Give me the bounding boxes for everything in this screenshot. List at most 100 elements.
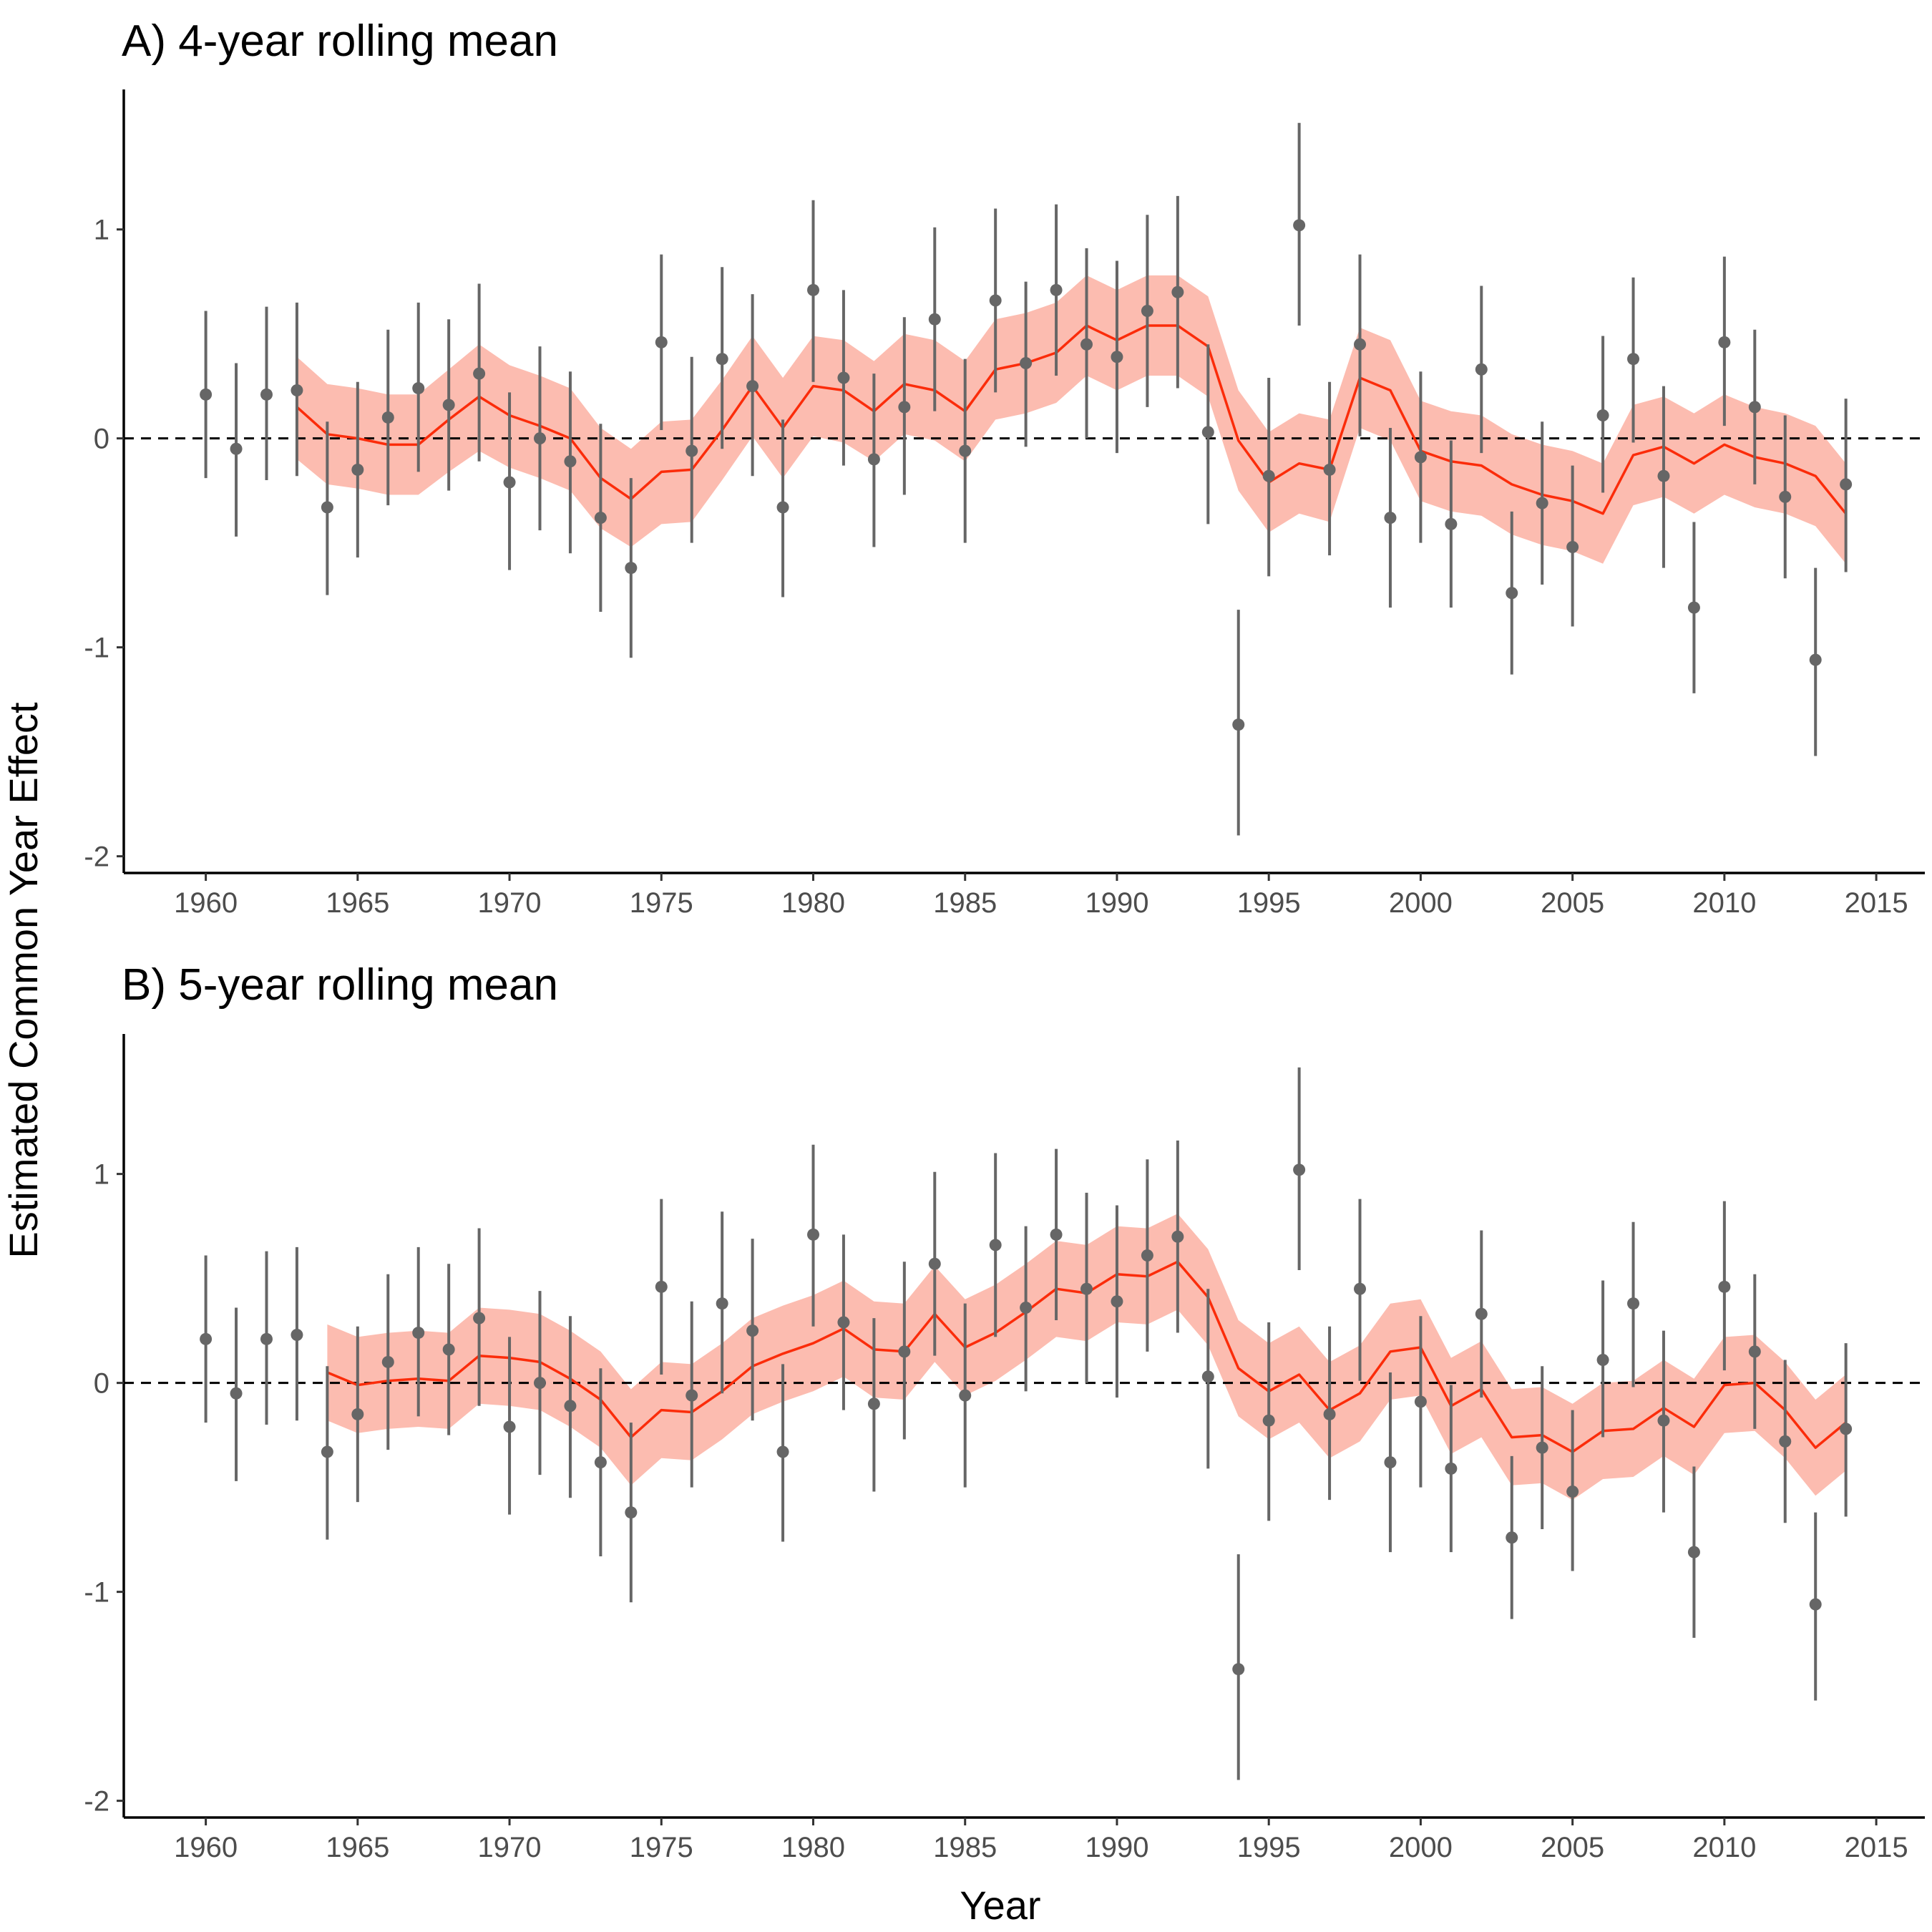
- panel-a-x-tick-label: 1975: [630, 887, 693, 919]
- x-axis-title: Year: [960, 1883, 1040, 1928]
- panel-b-data-point: [321, 1445, 333, 1458]
- panel-a-data-point: [1354, 338, 1367, 351]
- panel-a-x-tick-label: 1960: [174, 887, 238, 919]
- panel-a-data-point: [503, 476, 516, 489]
- panel-b-x-tick-label: 2000: [1389, 1832, 1453, 1863]
- panel-a-y-tick-label: 1: [94, 215, 109, 246]
- panel-a-x-tick-label: 1995: [1237, 887, 1301, 919]
- panel-a-data-point: [1323, 463, 1336, 476]
- panel-a-y-tick-label: -1: [84, 633, 109, 664]
- panel-b-data-point: [412, 1327, 425, 1340]
- panel-a-data-point: [1657, 469, 1670, 482]
- panel-a-data-point: [1050, 283, 1063, 296]
- panel-a-data-point: [625, 562, 638, 575]
- y-axis-title: Estimated Common Year Effect: [1, 702, 46, 1259]
- panel-a-data-point: [1020, 357, 1033, 370]
- panel-a-band-area: [296, 275, 1846, 564]
- panel-a-data-point: [260, 388, 273, 401]
- panel-b-title: B) 5-year rolling mean: [122, 960, 558, 1010]
- panel-b-data-point: [351, 1407, 364, 1420]
- panel-b-data-point: [1050, 1228, 1063, 1241]
- panel-a-data-point: [1384, 512, 1397, 525]
- panel-a-data-point: [1141, 305, 1153, 318]
- panel-a-data-point: [412, 382, 425, 395]
- panel-a-data-point: [442, 399, 455, 411]
- panel-a-data-point: [1171, 286, 1184, 298]
- panel-a-x-tick-label: 2005: [1541, 887, 1604, 919]
- panel-b-data-point: [1293, 1163, 1306, 1176]
- panel-a-data-point: [200, 388, 213, 401]
- panel-a-data-point: [837, 371, 850, 384]
- panel-b-data-point: [1748, 1345, 1761, 1358]
- panel-b-data-point: [1171, 1230, 1184, 1243]
- panel-b-data-point: [1020, 1302, 1033, 1314]
- panel-a-data-point: [1080, 338, 1093, 351]
- panel-a-rolling-mean-path: [296, 324, 1847, 515]
- panel-a-data-point: [533, 432, 546, 445]
- panel-b-data-point: [1111, 1295, 1123, 1308]
- panel-b-x-tick-label: 1965: [326, 1832, 389, 1863]
- panel-a-data-point: [1293, 219, 1306, 232]
- panel-b: B) 5-year rolling mean -2 -1 0 1 1960 1965 197…: [84, 960, 1925, 1863]
- panel-a-data-point: [1779, 490, 1792, 503]
- panel-b-data-point: [989, 1239, 1002, 1252]
- panel-b-x-tick-label: 2005: [1541, 1832, 1604, 1863]
- panel-a-data-point: [1536, 497, 1548, 509]
- panel-b-y-tick-label: 0: [94, 1368, 109, 1400]
- panel-b-x-tick-label: 1975: [630, 1832, 693, 1863]
- panel-b-data-point: [655, 1280, 668, 1293]
- panel-b-data-point: [1596, 1354, 1609, 1367]
- panel-a-data-point: [594, 512, 607, 525]
- panel-b-x-tick-label: 2010: [1692, 1832, 1756, 1863]
- panel-a-points: [200, 219, 1853, 731]
- panel-a-x-tick-label: 1980: [781, 887, 845, 919]
- panel-b-data-point: [1566, 1485, 1579, 1498]
- panel-b-data-point: [1779, 1435, 1792, 1448]
- panel-b-data-point: [533, 1377, 546, 1390]
- panel-b-data-point: [959, 1389, 972, 1402]
- panel-a-data-point: [959, 444, 972, 457]
- panel-b-data-point: [928, 1257, 941, 1270]
- panel-b-confidence-band: [327, 1214, 1846, 1501]
- panel-b-data-point: [837, 1316, 850, 1329]
- panel-b-x-tick-label: 2015: [1845, 1832, 1908, 1863]
- panel-a-data-point: [867, 453, 880, 466]
- panel-a-data-point: [1718, 336, 1731, 348]
- panel-a-data-point: [1809, 653, 1822, 666]
- panel-a-data-point: [1596, 409, 1609, 422]
- panel-b-data-point: [1718, 1280, 1731, 1293]
- panel-a-data-point: [1201, 426, 1214, 439]
- panel-b-data-point: [503, 1420, 516, 1433]
- panel-a-rolling-mean-line: [296, 324, 1847, 515]
- panel-b-data-point: [746, 1324, 759, 1337]
- panel-b-data-point: [1657, 1414, 1670, 1427]
- panel-a-data-point: [776, 501, 789, 514]
- panel-a-x-tick-label: 1990: [1085, 887, 1148, 919]
- panel-b-x-tick-label: 1990: [1085, 1832, 1148, 1863]
- panel-b-band-area: [327, 1214, 1846, 1501]
- panel-a: A) 4-year rolling mean -2 -1 0 1 1960 1965 197…: [84, 16, 1925, 919]
- panel-a-axes: -2 -1 0 1 1960 1965 1970 1975 1980 1985 1990 1995 20…: [84, 89, 1925, 919]
- panel-b-data-point: [1384, 1456, 1397, 1469]
- panel-a-x-tick-label: 1970: [478, 887, 542, 919]
- panel-a-x-tick-label: 2010: [1692, 887, 1756, 919]
- panel-a-y-tick-label: 0: [94, 424, 109, 455]
- panel-a-x-tick-label: 1965: [326, 887, 389, 919]
- panel-b-x-tick-label: 1995: [1237, 1832, 1301, 1863]
- panel-a-data-point: [898, 401, 911, 414]
- panel-b-data-point: [230, 1387, 243, 1400]
- panel-b-data-point: [1232, 1663, 1245, 1676]
- panel-b-data-point: [1080, 1282, 1093, 1295]
- panel-b-data-point: [867, 1397, 880, 1410]
- panel-a-title: A) 4-year rolling mean: [122, 16, 558, 66]
- panel-a-x-tick-label: 1985: [933, 887, 997, 919]
- panel-a-data-point: [351, 463, 364, 476]
- panel-b-data-point: [564, 1400, 577, 1413]
- panel-a-data-point: [807, 283, 820, 296]
- panel-a-data-point: [1840, 478, 1853, 491]
- panel-b-data-point: [594, 1456, 607, 1469]
- panel-a-data-point: [1232, 718, 1245, 731]
- panel-b-data-point: [1323, 1407, 1336, 1420]
